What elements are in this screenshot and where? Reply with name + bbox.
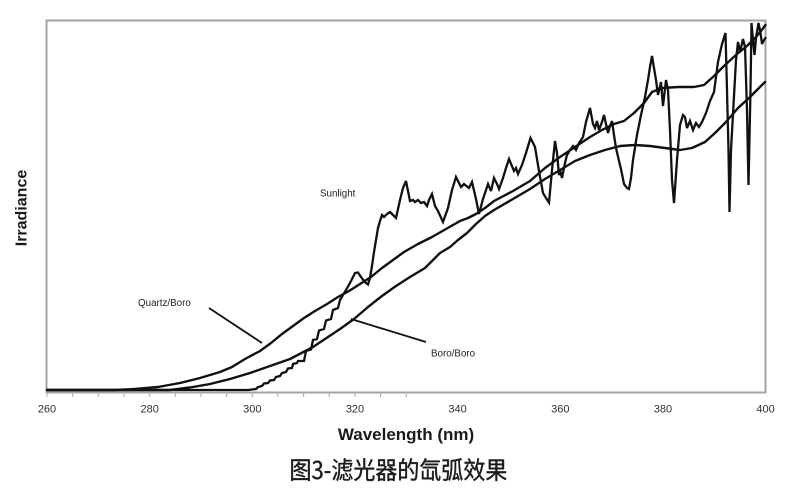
svg-text:400: 400: [756, 404, 774, 416]
svg-text:Quartz/Boro: Quartz/Boro: [138, 298, 191, 309]
svg-text:280: 280: [141, 404, 159, 416]
svg-text:360: 360: [551, 404, 569, 416]
svg-text:300: 300: [243, 404, 261, 416]
svg-text:340: 340: [448, 404, 466, 416]
svg-text:320: 320: [346, 404, 364, 416]
svg-text:Sunlight: Sunlight: [320, 189, 356, 200]
svg-text:Boro/Boro: Boro/Boro: [431, 349, 476, 360]
svg-text:Irradiance: Irradiance: [14, 170, 31, 247]
svg-text:260: 260: [38, 404, 56, 416]
svg-text:380: 380: [654, 404, 672, 416]
svg-text:Wavelength (nm): Wavelength (nm): [338, 425, 474, 444]
